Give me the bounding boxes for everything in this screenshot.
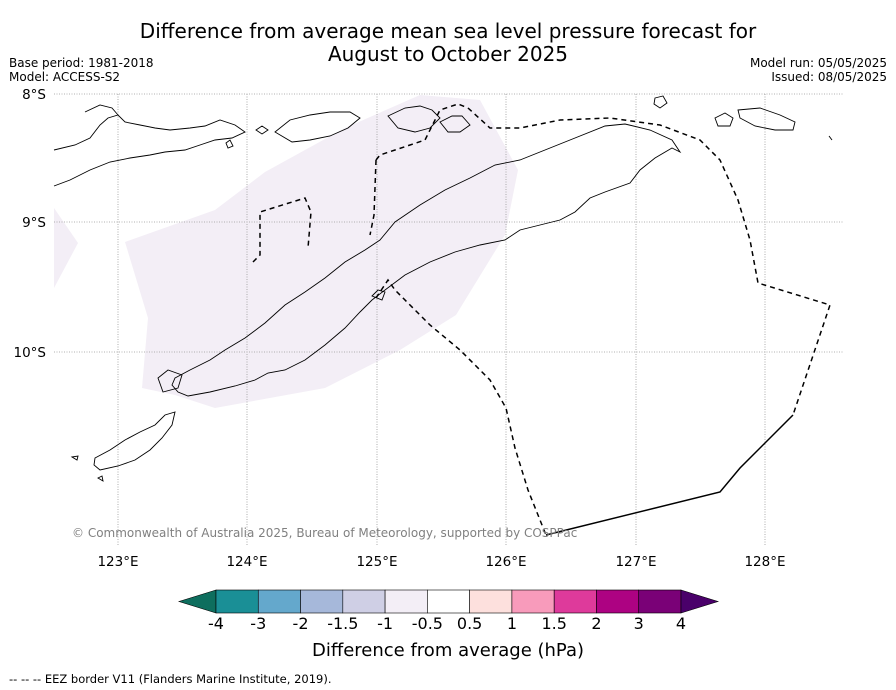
eez-border-timor-leste <box>375 278 547 536</box>
colorbar-segment <box>511 589 555 614</box>
lon-label-128e: 128°E <box>744 554 785 570</box>
model-run: Model run: 05/05/2025 <box>749 56 887 70</box>
colorbar-segment <box>553 589 597 614</box>
lat-label-9s: 9°S <box>22 215 46 231</box>
colorbar-segment <box>342 589 386 614</box>
alor-island <box>274 111 361 143</box>
gridlines <box>54 93 843 545</box>
colorbar-tick-label: -2 <box>292 614 309 633</box>
colorbar-segment <box>638 589 682 614</box>
colorbar-extend-high <box>680 589 720 614</box>
base-period: Base period: 1981-2018 <box>9 56 154 70</box>
lat-label-8s: 8°S <box>22 87 46 103</box>
lat-label-10s: 10°S <box>14 345 47 361</box>
lon-label-124e: 124°E <box>226 554 267 570</box>
colorbar-segment <box>257 589 301 614</box>
colorbar-tick-label: -0.5 <box>411 614 443 633</box>
lon-label-127e: 127°E <box>615 554 656 570</box>
lon-label-125e: 125°E <box>356 554 397 570</box>
title-line-1: Difference from average mean sea level p… <box>139 19 757 43</box>
meta-left: Base period: 1981-2018 Model: ACCESS-S2 <box>9 56 154 84</box>
flores-coastline-2 <box>84 104 119 116</box>
eez-border-south-solid <box>545 414 794 536</box>
island-e1 <box>653 95 668 109</box>
colorbar-tick-label: -4 <box>208 614 224 633</box>
islet-e4 <box>828 135 833 141</box>
eez-border-east <box>467 107 831 416</box>
atauro-island <box>439 115 471 133</box>
lon-label-123e: 123°E <box>97 554 138 570</box>
islet-sw3 <box>97 475 104 482</box>
copyright-notice: © Commonwealth of Australia 2025, Bureau… <box>72 526 578 540</box>
flores-coastline <box>53 114 246 187</box>
title-line-2: August to October 2025 <box>327 42 569 66</box>
island-e2 <box>714 112 734 127</box>
colorbar-tick-label: 4 <box>675 614 687 633</box>
colorbar-segment <box>427 589 470 614</box>
meta-right: Model run: 05/05/2025 Issued: 08/05/2025 <box>750 56 887 84</box>
colorbar-tick-label: -3 <box>250 614 267 633</box>
islet-n1 <box>255 125 269 135</box>
islet-n2 <box>225 139 234 149</box>
colorbar-segment <box>596 589 640 614</box>
colorbar-segment <box>384 589 428 614</box>
enclave-coast <box>371 289 386 301</box>
colorbar-tick-label: -1.5 <box>327 614 359 633</box>
colorbar-tick-label: 0.5 <box>456 614 483 633</box>
colorbar-segment <box>215 589 259 614</box>
colorbar-tick-label: 2 <box>591 614 602 633</box>
wetar-island <box>387 105 441 133</box>
colorbar-label: Difference from average (hPa) <box>311 640 585 661</box>
lon-label-126e: 126°E <box>485 554 526 570</box>
pressure-anomaly-region <box>125 95 518 408</box>
colorbar-tick-label: 3 <box>633 614 644 633</box>
eez-border-enclave <box>252 197 312 263</box>
colorbar-tick-label: 1.5 <box>541 614 567 633</box>
island-e3 <box>737 107 796 131</box>
eez-footnote: -- -- -- EEZ border V11 (Flanders Marine… <box>9 672 332 686</box>
colorbar-extend-low <box>177 589 217 614</box>
colorbar-tick-label: 1 <box>506 614 517 633</box>
sumba-island <box>93 411 176 471</box>
colorbar-segment <box>300 589 344 614</box>
islet-sw <box>157 369 183 393</box>
colorbar-tick-label: -1 <box>377 614 394 633</box>
model-name: Model: ACCESS-S2 <box>9 70 121 84</box>
chart-title: Difference from average mean sea level p… <box>0 20 896 66</box>
eez-border-mid <box>369 159 377 236</box>
eez-borders <box>252 103 831 536</box>
timor-island-coastline <box>171 123 682 397</box>
pressure-anomaly-region-west <box>54 208 78 288</box>
colorbar-segments <box>177 589 720 614</box>
islet-sw2 <box>70 455 79 461</box>
coastlines <box>53 95 833 482</box>
issued-date: Issued: 08/05/2025 <box>771 70 887 84</box>
colorbar-segment <box>469 589 513 614</box>
